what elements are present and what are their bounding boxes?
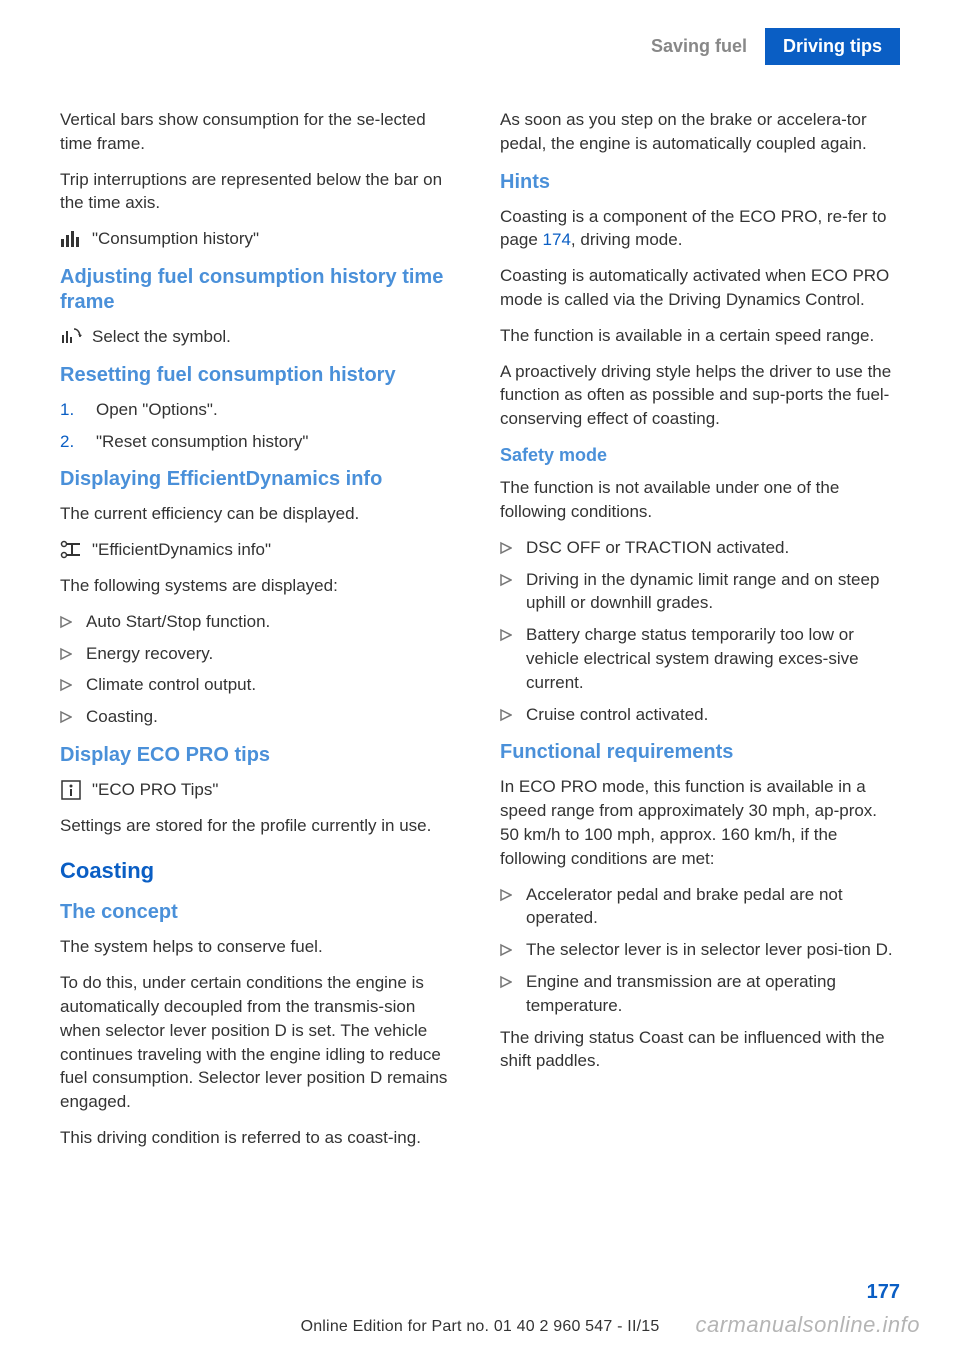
triangle-bullet-icon — [500, 627, 512, 643]
list-item-text: The selector lever is in selector lever … — [526, 938, 893, 962]
list-item: Engine and transmission are at operating… — [500, 970, 900, 1018]
list-item-text: Auto Start/Stop function. — [86, 610, 270, 634]
menu-item-label: "ECO PRO Tips" — [92, 778, 218, 802]
paragraph: The following systems are displayed: — [60, 574, 460, 598]
menu-item: "ECO PRO Tips" — [60, 778, 460, 802]
heading-resetting-history: Resetting fuel consumption history — [60, 363, 460, 388]
menu-item-label: "Consumption history" — [92, 227, 259, 251]
triangle-bullet-icon — [500, 887, 512, 903]
heading-functional-requirements: Functional requirements — [500, 740, 900, 765]
bullet-list: Auto Start/Stop function. Energy recovery… — [60, 610, 460, 729]
paragraph: Vertical bars show consumption for the s… — [60, 108, 460, 156]
heading-safety-mode: Safety mode — [500, 443, 900, 468]
list-item: Driving in the dynamic limit range and o… — [500, 568, 900, 616]
heading-adjusting-time-frame: Adjusting fuel consumption history time … — [60, 265, 460, 315]
bullet-list: Accelerator pedal and brake pedal are no… — [500, 883, 900, 1018]
paragraph: The function is not available under one … — [500, 476, 900, 524]
triangle-bullet-icon — [60, 709, 72, 725]
triangle-bullet-icon — [500, 974, 512, 990]
paragraph: The current efficiency can be displayed. — [60, 502, 460, 526]
page-header: Saving fuel Driving tips — [633, 28, 900, 65]
paragraph: The system helps to conserve fuel. — [60, 935, 460, 959]
list-item-text: Accelerator pedal and brake pedal are no… — [526, 883, 900, 931]
list-item: Climate control output. — [60, 673, 460, 697]
list-item-text: Coasting. — [86, 705, 158, 729]
list-item: Accelerator pedal and brake pedal are no… — [500, 883, 900, 931]
heading-hints: Hints — [500, 170, 900, 195]
page-reference-link[interactable]: 174 — [543, 230, 571, 249]
triangle-bullet-icon — [60, 677, 72, 693]
paragraph: This driving condition is referred to as… — [60, 1126, 460, 1150]
list-item: Coasting. — [60, 705, 460, 729]
list-item: The selector lever is in selector lever … — [500, 938, 900, 962]
heading-concept: The concept — [60, 900, 460, 925]
list-item: 1. Open "Options". — [60, 398, 460, 422]
paragraph: In ECO PRO mode, this function is availa… — [500, 775, 900, 870]
list-item-text: Climate control output. — [86, 673, 256, 697]
triangle-bullet-icon — [60, 646, 72, 662]
menu-item: "EfficientDynamics info" — [60, 538, 460, 562]
header-topic: Driving tips — [765, 28, 900, 65]
triangle-bullet-icon — [60, 614, 72, 630]
text-fragment: , driving mode. — [571, 230, 683, 249]
triangle-bullet-icon — [500, 572, 512, 588]
bar-chart-icon — [60, 229, 82, 249]
heading-efficientdynamics: Displaying EfficientDynamics info — [60, 467, 460, 492]
list-item: Energy recovery. — [60, 642, 460, 666]
list-item: 2. "Reset consumption history" — [60, 430, 460, 454]
instruction-text: Select the symbol. — [92, 325, 231, 349]
triangle-bullet-icon — [500, 942, 512, 958]
triangle-bullet-icon — [500, 540, 512, 556]
paragraph: Settings are stored for the profile curr… — [60, 814, 460, 838]
list-item-text: Open "Options". — [96, 398, 218, 422]
right-column: As soon as you step on the brake or acce… — [500, 108, 900, 1162]
triangle-bullet-icon — [500, 707, 512, 723]
list-item-text: Engine and transmission are at operating… — [526, 970, 900, 1018]
list-item: Cruise control activated. — [500, 703, 900, 727]
paragraph: A proactively driving style helps the dr… — [500, 360, 900, 431]
history-bars-icon — [60, 327, 82, 347]
paragraph: The function is available in a certain s… — [500, 324, 900, 348]
list-item-text: Energy recovery. — [86, 642, 213, 666]
list-item: DSC OFF or TRACTION activated. — [500, 536, 900, 560]
menu-item-label: "EfficientDynamics info" — [92, 538, 271, 562]
list-item-number: 2. — [60, 430, 84, 454]
ordered-list: 1. Open "Options". 2. "Reset consumption hi… — [60, 398, 460, 454]
efficient-dynamics-icon — [60, 540, 82, 560]
menu-item: "Consumption history" — [60, 227, 460, 251]
header-section: Saving fuel — [633, 28, 765, 65]
page-number: 177 — [867, 1281, 900, 1304]
paragraph: The driving status Coast can be influenc… — [500, 1026, 900, 1074]
paragraph: To do this, under certain conditions the… — [60, 971, 460, 1114]
list-item-text: Driving in the dynamic limit range and o… — [526, 568, 900, 616]
list-item-text: DSC OFF or TRACTION activated. — [526, 536, 789, 560]
left-column: Vertical bars show consumption for the s… — [60, 108, 460, 1162]
heading-eco-pro-tips: Display ECO PRO tips — [60, 743, 460, 768]
paragraph: Trip interruptions are represented below… — [60, 168, 460, 216]
list-item-text: Battery charge status temporarily too lo… — [526, 623, 900, 694]
instruction: Select the symbol. — [60, 325, 460, 349]
paragraph: As soon as you step on the brake or acce… — [500, 108, 900, 156]
paragraph: Coasting is a component of the ECO PRO, … — [500, 205, 900, 253]
list-item: Battery charge status temporarily too lo… — [500, 623, 900, 694]
list-item: Auto Start/Stop function. — [60, 610, 460, 634]
list-item-number: 1. — [60, 398, 84, 422]
bullet-list: DSC OFF or TRACTION activated. Driving in… — [500, 536, 900, 727]
paragraph: Coasting is automatically activated when… — [500, 264, 900, 312]
list-item-text: "Reset consumption history" — [96, 430, 308, 454]
info-icon — [60, 780, 82, 800]
watermark: carmanualsonline.info — [695, 1312, 920, 1338]
heading-coasting: Coasting — [60, 856, 460, 887]
list-item-text: Cruise control activated. — [526, 703, 708, 727]
content-area: Vertical bars show consumption for the s… — [60, 108, 900, 1162]
